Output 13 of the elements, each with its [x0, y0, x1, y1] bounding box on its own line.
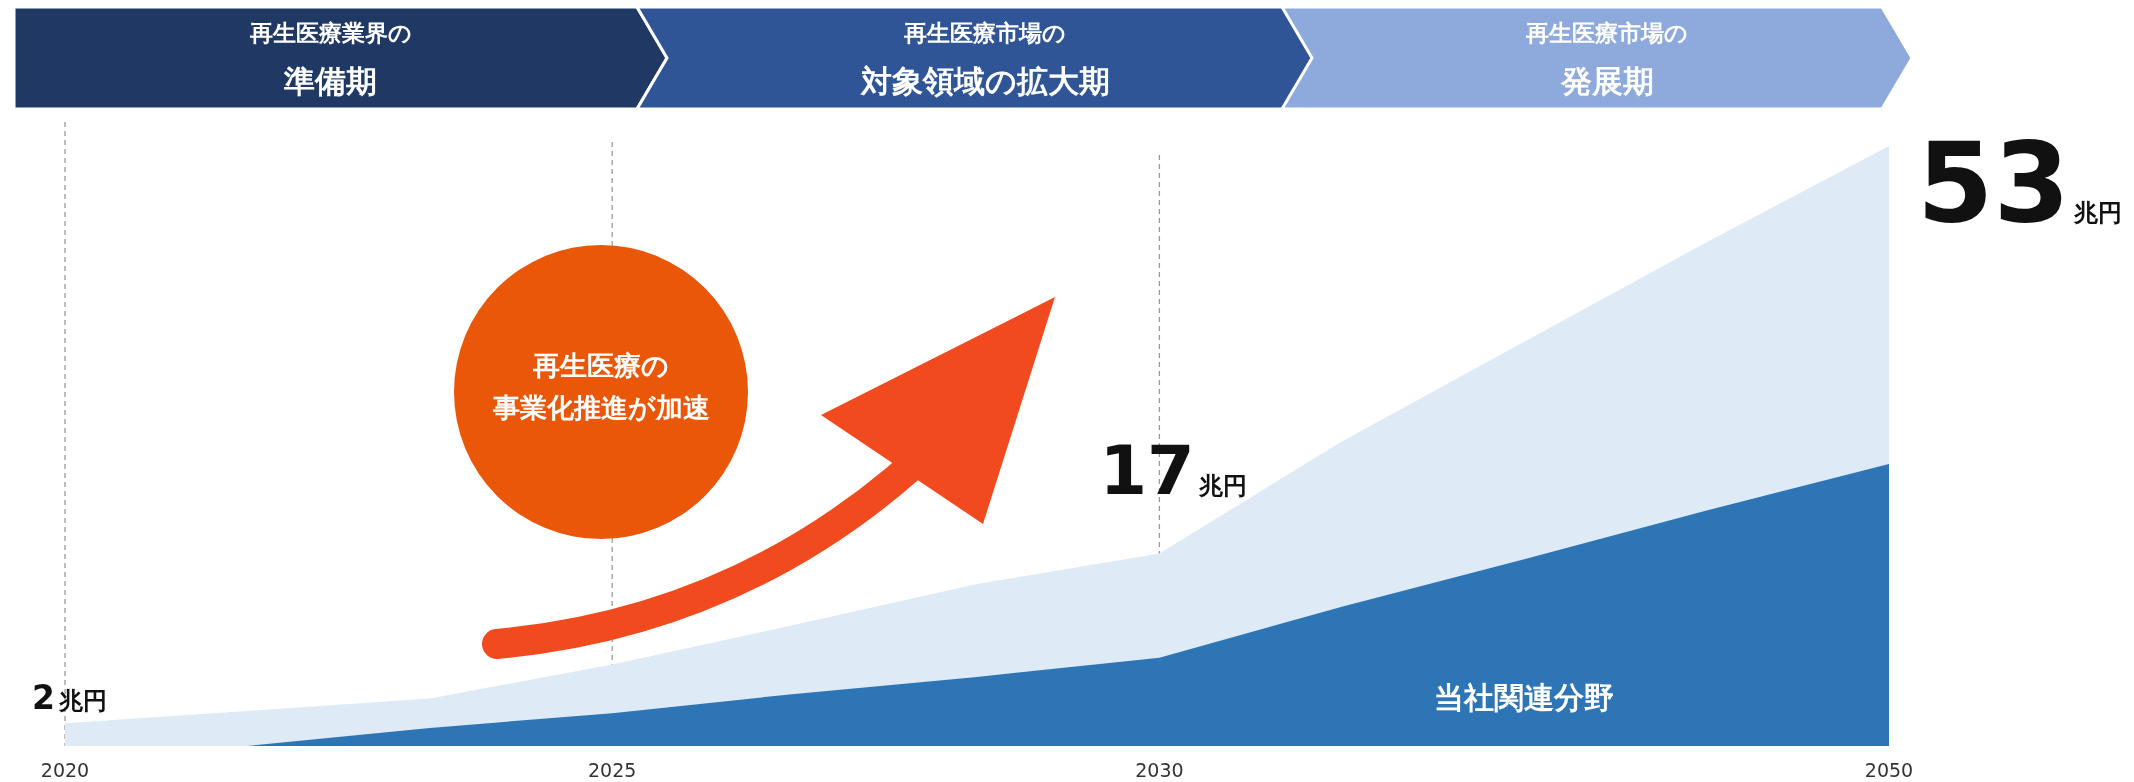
annotation: 再生医療の	[532, 350, 669, 381]
text: 再生医療市場の	[903, 20, 1066, 46]
text: 対象領域の拡大期	[859, 63, 1110, 99]
x-tick-label: 2030	[1135, 759, 1184, 781]
x-tick-label: 2020	[40, 759, 90, 781]
text: 準備期	[283, 63, 377, 99]
text: 再生医療市場の	[1525, 20, 1688, 46]
series-label: 当社関連分野	[1434, 680, 1615, 715]
annotation: 事業化推進が加速	[491, 392, 710, 423]
text: 再生医療業界の	[248, 20, 412, 46]
x-tick-label: 2025	[588, 759, 637, 781]
text: 発展期	[1559, 63, 1654, 99]
x-tick-label: 2050	[1864, 759, 1914, 781]
